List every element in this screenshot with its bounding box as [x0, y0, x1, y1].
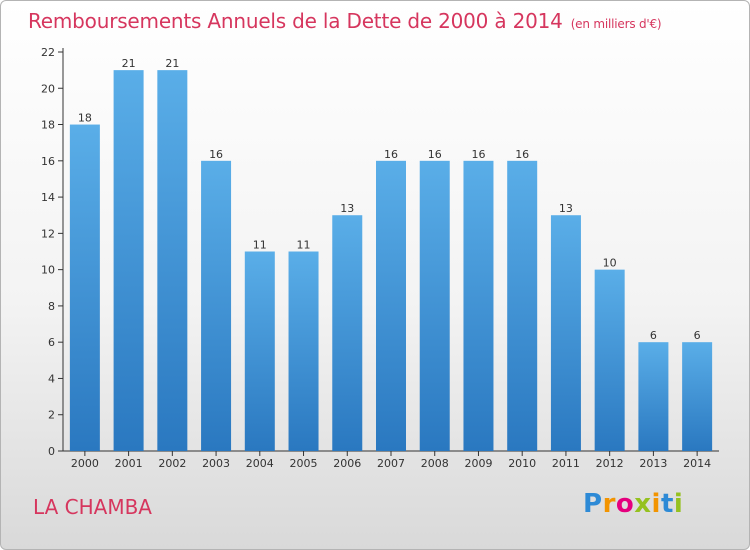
logo-letter: r — [602, 489, 616, 519]
x-tick-label: 2007 — [377, 457, 405, 470]
logo-letter: t — [660, 489, 674, 519]
x-tick-label: 2003 — [202, 457, 230, 470]
data-label: 6 — [650, 329, 657, 342]
data-label: 11 — [297, 239, 311, 252]
y-tick-label: 18 — [41, 119, 55, 132]
y-axis: 0 2 4 6 8 10 12 14 16 18 20 22 — [41, 46, 64, 458]
bar — [69, 124, 100, 451]
bar — [113, 70, 144, 452]
data-label: 16 — [384, 148, 398, 161]
bar — [288, 251, 319, 451]
y-tick-label: 6 — [48, 336, 55, 349]
x-tick-label: 2008 — [421, 457, 449, 470]
data-label: 6 — [694, 329, 701, 342]
x-tick-label: 2005 — [290, 457, 318, 470]
y-tick-label: 2 — [48, 409, 55, 422]
logo-letter: x — [634, 489, 652, 519]
data-label: 11 — [253, 239, 267, 252]
y-tick-label: 16 — [41, 155, 55, 168]
x-tick-label: 2011 — [552, 457, 580, 470]
x-tick-label: 2002 — [158, 457, 186, 470]
data-label: 10 — [603, 257, 617, 270]
commune-name: LA CHAMBA — [33, 495, 152, 519]
proxiti-logo[interactable]: Proxiti — [583, 489, 683, 519]
bar — [157, 70, 188, 452]
data-label: 21 — [122, 57, 136, 70]
data-labels: 18 21 21 16 11 11 13 16 16 16 16 13 10 6 6 — [78, 57, 701, 342]
data-label: 16 — [209, 148, 223, 161]
x-tick-label: 2006 — [333, 457, 361, 470]
x-tick-label: 2012 — [596, 457, 624, 470]
chart-unit: (en milliers d'€) — [570, 17, 662, 31]
data-label: 16 — [471, 148, 485, 161]
x-tick-label: 2009 — [464, 457, 492, 470]
bar — [638, 342, 669, 451]
x-tick-label: 2010 — [508, 457, 536, 470]
y-tick-label: 20 — [41, 82, 55, 95]
y-tick-label: 0 — [48, 445, 55, 458]
logo-letter: P — [583, 489, 603, 519]
data-label: 21 — [165, 57, 179, 70]
y-tick-label: 12 — [41, 227, 55, 240]
bar — [682, 342, 713, 451]
y-tick-label: 22 — [41, 46, 55, 59]
x-tick-label: 2001 — [115, 457, 143, 470]
chart-title: Remboursements Annuels de la Dette de 20… — [28, 9, 662, 33]
x-tick-label: 2000 — [71, 457, 99, 470]
bars — [69, 70, 713, 452]
data-label: 16 — [515, 148, 529, 161]
bar — [376, 160, 406, 451]
bar — [507, 160, 538, 451]
bar — [201, 160, 232, 451]
y-tick-label: 10 — [41, 264, 55, 277]
bar — [332, 215, 363, 451]
x-tick-label: 2013 — [639, 457, 667, 470]
bar — [419, 160, 450, 451]
x-tick-label: 2014 — [683, 457, 711, 470]
data-label: 16 — [428, 148, 442, 161]
bar — [463, 160, 494, 451]
bar — [594, 269, 625, 451]
y-tick-label: 4 — [48, 372, 55, 385]
logo-letter: i — [651, 489, 661, 519]
x-axis: 2000 2001 2002 2003 2004 2005 2006 2007 2008 2009… — [63, 450, 719, 470]
y-tick-label: 8 — [48, 300, 55, 313]
chart-title-text: Remboursements Annuels de la Dette de 20… — [28, 9, 563, 33]
bar — [244, 251, 275, 451]
data-label: 18 — [78, 112, 92, 125]
logo-letter: i — [673, 489, 684, 519]
logo-letter: o — [615, 489, 635, 519]
x-tick-label: 2004 — [246, 457, 274, 470]
y-tick-label: 14 — [41, 191, 55, 204]
data-label: 13 — [340, 202, 354, 215]
data-label: 13 — [559, 202, 573, 215]
bar — [550, 215, 581, 451]
